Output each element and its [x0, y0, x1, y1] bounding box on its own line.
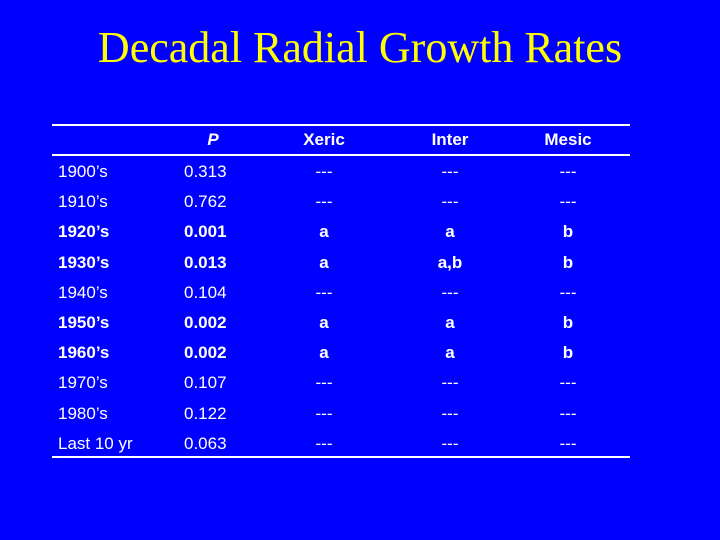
inter-cell: a [445, 313, 455, 332]
inter-cell: --- [441, 162, 459, 181]
decade-cell: 1900’s [58, 162, 108, 181]
p-value-cell: 0.001 [184, 222, 227, 241]
p-value-cell: 0.063 [184, 434, 227, 453]
decade-cell: 1920’s [58, 222, 110, 241]
p-value-cell: 0.013 [184, 253, 227, 272]
inter-cell: --- [441, 283, 459, 302]
mesic-cell: --- [559, 162, 577, 181]
xeric-cell: --- [315, 404, 333, 423]
table-top-rule [52, 124, 630, 126]
inter-cell: --- [441, 404, 459, 423]
mesic-cell: --- [559, 373, 577, 392]
decade-cell: 1970’s [58, 373, 108, 392]
mesic-cell: --- [559, 434, 577, 453]
decade-cell: 1910’s [58, 192, 108, 211]
decade-cell: 1940’s [58, 283, 108, 302]
xeric-cell: --- [315, 162, 333, 181]
decade-cell: Last 10 yr [58, 434, 133, 453]
mesic-cell: b [562, 222, 574, 241]
mesic-cell: --- [559, 192, 577, 211]
inter-cell: --- [441, 434, 459, 453]
inter-cell: a,b [437, 253, 463, 272]
xeric-cell: a [319, 253, 329, 272]
inter-cell: a [445, 343, 455, 362]
xeric-cell: --- [315, 283, 333, 302]
table-bottom-rule [52, 456, 630, 458]
xeric-cell: a [319, 222, 329, 241]
inter-cell: a [445, 222, 455, 241]
mesic-cell: --- [559, 283, 577, 302]
mesic-cell: b [562, 343, 574, 362]
header-inter: Inter [431, 130, 469, 149]
header-xeric: Xeric [303, 130, 345, 149]
decade-cell: 1960’s [58, 343, 110, 362]
slide-title: Decadal Radial Growth Rates [97, 23, 623, 72]
mesic-cell: b [562, 313, 574, 332]
decade-cell: 1980’s [58, 404, 108, 423]
inter-cell: --- [441, 192, 459, 211]
xeric-cell: --- [315, 373, 333, 392]
xeric-cell: a [319, 343, 329, 362]
p-value-cell: 0.762 [184, 192, 227, 211]
xeric-cell: a [319, 313, 329, 332]
decade-cell: 1950’s [58, 313, 110, 332]
xeric-cell: --- [315, 434, 333, 453]
p-value-cell: 0.002 [184, 343, 227, 362]
p-value-cell: 0.107 [184, 373, 227, 392]
growth-rates-table: P Xeric Inter Mesic 1900’s 0.313 --- --- ---… [52, 124, 630, 458]
header-p: P [207, 130, 219, 149]
xeric-cell: --- [315, 192, 333, 211]
inter-cell: --- [441, 373, 459, 392]
p-value-cell: 0.002 [184, 313, 227, 332]
p-value-cell: 0.122 [184, 404, 227, 423]
p-value-cell: 0.104 [184, 283, 227, 302]
p-value-cell: 0.313 [184, 162, 227, 181]
header-mesic: Mesic [544, 130, 592, 149]
table-header-rule [52, 154, 630, 156]
decade-cell: 1930’s [58, 253, 110, 272]
mesic-cell: b [562, 253, 574, 272]
mesic-cell: --- [559, 404, 577, 423]
